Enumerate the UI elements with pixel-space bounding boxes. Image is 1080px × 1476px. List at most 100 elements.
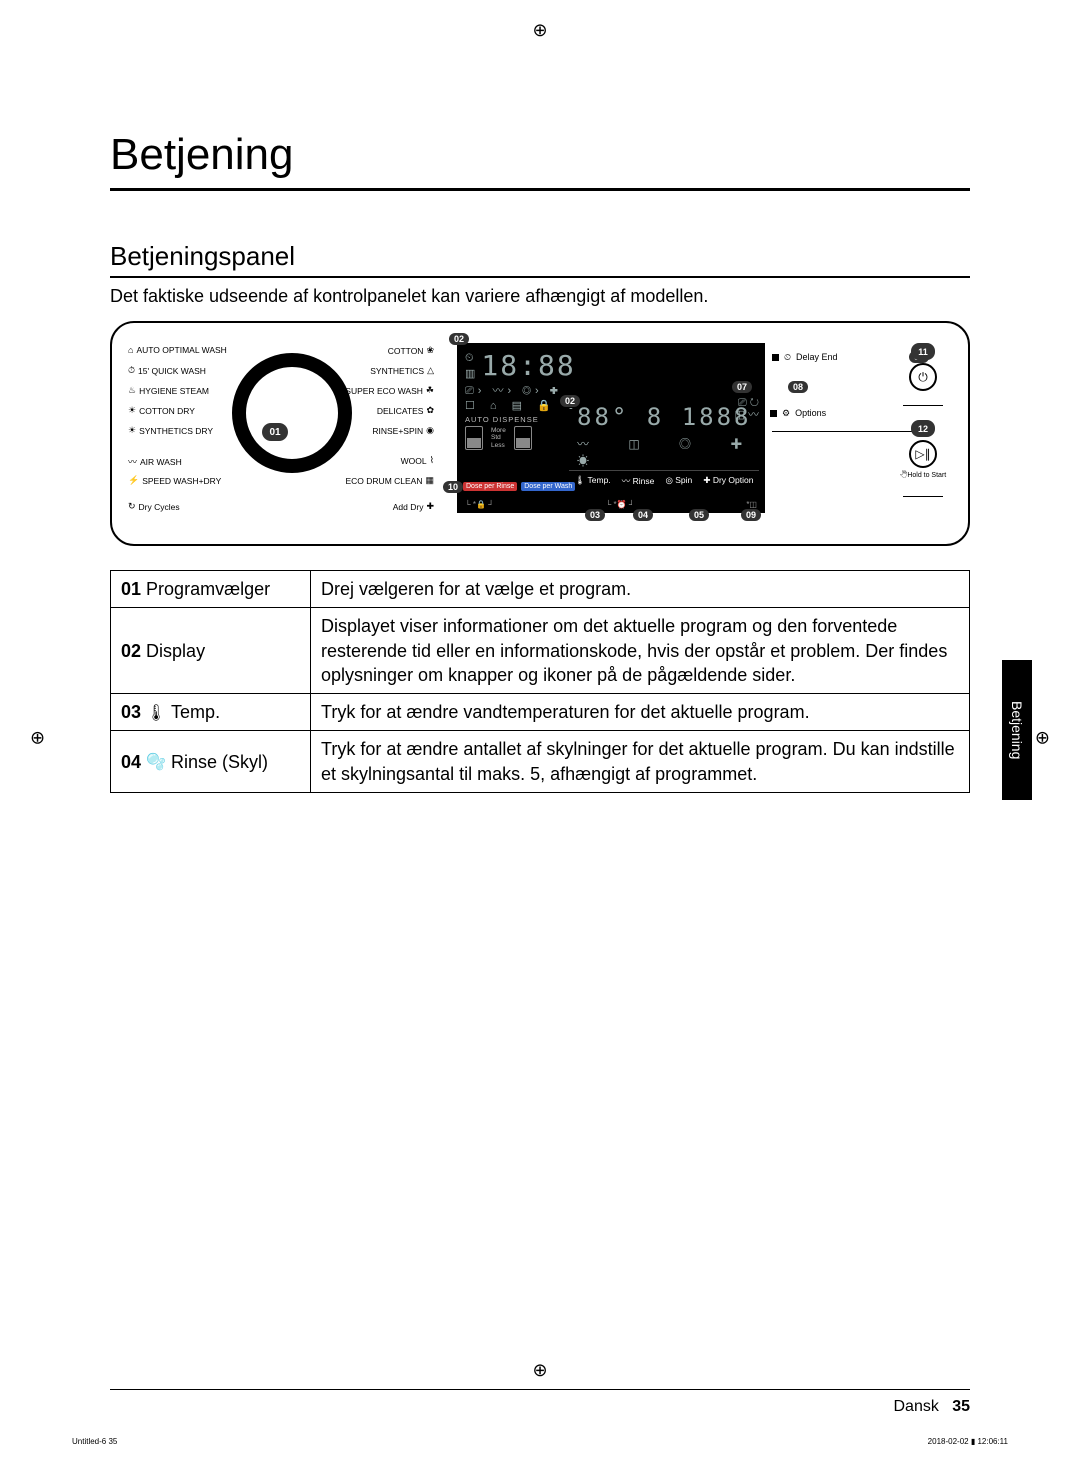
steam-icon: ♨	[128, 385, 136, 396]
footer-lang: Dansk	[894, 1398, 939, 1415]
dry-icon: ☀	[128, 425, 136, 436]
program-label: ⌂AUTO OPTIMAL WASH	[128, 345, 227, 355]
program-label: ⏱15' QUICK WASH	[128, 365, 206, 376]
disp-btn-temp: 🌡 Temp.	[575, 475, 611, 487]
foot-icons: *◫	[746, 500, 757, 509]
temp-icon: 🌡	[146, 703, 166, 725]
rinse-icon: ◉	[426, 425, 434, 436]
callout-badge: 05	[689, 509, 709, 521]
power-icon: ⏻	[918, 370, 928, 385]
disp-btn-dry: ✚ Dry Option	[703, 475, 753, 487]
program-label: SYNTHETICS△	[370, 365, 434, 376]
program-label: Add Dry✚	[393, 501, 434, 512]
callout-badge: 12	[911, 420, 935, 437]
dose-label: Dose per Wash	[521, 482, 575, 491]
crop-mark-icon: ⊕	[30, 728, 45, 749]
table-row: 01 Programvælger Drej vælgeren for at væ…	[111, 571, 970, 608]
row-desc-cell: Tryk for at ændre vandtemperaturen for d…	[311, 694, 970, 731]
meta-right: 2018-02-02 ▮ 12:06:11	[928, 1437, 1008, 1446]
crop-mark-icon: ⊕	[1035, 728, 1050, 749]
tank-icon	[465, 426, 483, 450]
cotton-icon: ❀	[426, 345, 434, 356]
callout-badge: 08	[788, 381, 808, 393]
add-dry-icon: ✚	[426, 501, 434, 512]
clock-icon: ⏲	[465, 352, 475, 365]
cycles-icon: ↻	[128, 501, 136, 512]
program-label: WOOL⌇	[401, 455, 434, 466]
tank-levels: More Std Less	[491, 427, 506, 450]
footer-meta: Untitled-6 35 2018-02-02 ▮ 12:06:11	[72, 1437, 1008, 1446]
disp-btn-rinse: 〰 Rinse	[622, 475, 655, 487]
page-title: Betjening	[110, 130, 970, 191]
tank-icon	[514, 426, 532, 450]
synth-icon: △	[427, 365, 434, 376]
speed-icon: ⚡	[128, 475, 139, 486]
program-label: SUPER ECO WASH☘	[345, 385, 434, 396]
wool-icon: ⌇	[430, 455, 434, 466]
wash-icon: ⌂	[128, 345, 133, 355]
drum-icon: ▦	[425, 475, 434, 486]
program-label: COTTON❀	[388, 345, 434, 356]
start-pause-button: ▷∥	[909, 440, 937, 468]
foot-icons: └ *⏰ ┘	[606, 500, 635, 509]
crop-mark-icon: ⊕	[532, 20, 547, 41]
side-tab: Betjening	[1002, 660, 1032, 800]
row-desc-cell: Tryk for at ændre antallet af skylninger…	[311, 731, 970, 793]
drum-icon: ▥	[465, 367, 475, 380]
square-icon	[772, 354, 779, 361]
display-screen: 02 * (3 sec) ⏲▥ 18:88 ⎚› 〰› ◎› ✚ ☐ ⌂ ▤ 🔒…	[457, 343, 765, 513]
callout-badge: 03	[585, 509, 605, 521]
dose-label: Dose per Rinse	[463, 482, 517, 491]
row-label-cell: 03 🌡 Temp.	[111, 694, 311, 731]
disp-btn-spin: ◎ Spin	[665, 475, 692, 487]
square-icon	[702, 382, 709, 389]
delay-icon: ⏲	[784, 352, 791, 363]
quick-icon: ⏱	[128, 365, 135, 376]
foot-icons: └ *🔒 ┘	[465, 500, 494, 509]
program-label: RINSE+SPIN◉	[372, 425, 434, 436]
callout-badge: 10	[443, 481, 463, 493]
controls-table: 01 Programvælger Drej vælgeren for at væ…	[110, 570, 970, 793]
row-desc-cell: Drej vælgeren for at vælge et program.	[311, 571, 970, 608]
play-pause-icon: ▷∥	[915, 447, 930, 461]
eco-icon: ☘	[426, 385, 434, 396]
row-label-cell: 04 🫧 Rinse (Skyl)	[111, 731, 311, 793]
table-row: 03 🌡 Temp. Tryk for at ændre vandtempera…	[111, 694, 970, 731]
extra-icons: ⎚ ↻◫ 〰	[735, 397, 759, 421]
callout-badge: 07	[732, 381, 752, 393]
dry-icon: ☀	[128, 405, 136, 416]
program-label: ♨HYGIENE STEAM	[128, 385, 209, 396]
square-icon	[770, 410, 777, 417]
smart-icon: ⎙	[714, 380, 721, 391]
program-label: ☀COTTON DRY	[128, 405, 195, 416]
program-label: DELICATES✿	[377, 405, 434, 416]
power-play-column: 11 ⏻ 12 ▷∥ 🖑Hold to Start	[894, 343, 952, 497]
crop-mark-icon: ⊕	[532, 1360, 547, 1381]
section-heading: Betjeningspanel	[110, 241, 970, 278]
table-row: 02 Display Displayet viser informationer…	[111, 608, 970, 694]
big-digits: 88° 8 1888	[577, 403, 752, 431]
program-dial	[232, 353, 352, 473]
dial-area: 01 ⌂AUTO OPTIMAL WASH ⏱15' QUICK WASH ♨H…	[128, 343, 458, 533]
rinse-icon: 🫧	[146, 752, 166, 774]
mode-icons-row: 〰 ◫ ◎ ✚ ☀	[577, 435, 765, 469]
callout-badge: 01	[262, 423, 288, 441]
callout-badge: 02	[449, 333, 469, 345]
row-label-cell: 01 Programvælger	[111, 571, 311, 608]
power-button: ⏻	[909, 363, 937, 391]
program-label: ⚡SPEED WASH+DRY	[128, 475, 221, 486]
callout-badge: 04	[633, 509, 653, 521]
delicate-icon: ✿	[426, 405, 434, 416]
row-label-cell: 02 Display	[111, 608, 311, 694]
table-row: 04 🫧 Rinse (Skyl) Tryk for at ændre anta…	[111, 731, 970, 793]
program-label: ↻Dry Cycles	[128, 501, 180, 512]
callout-badge: 09	[741, 509, 761, 521]
program-label: ECO DRUM CLEAN▦	[346, 475, 435, 486]
callout-badge: 11	[911, 343, 935, 360]
row-desc-cell: Displayet viser informationer om det akt…	[311, 608, 970, 694]
options-icon: ⚙	[782, 408, 790, 419]
air-icon: 〰	[128, 455, 137, 468]
program-label: 〰AIR WASH	[128, 455, 182, 468]
intro-text: Det faktiske udseende af kontrolpanelet …	[110, 286, 970, 307]
meta-left: Untitled-6 35	[72, 1437, 117, 1446]
